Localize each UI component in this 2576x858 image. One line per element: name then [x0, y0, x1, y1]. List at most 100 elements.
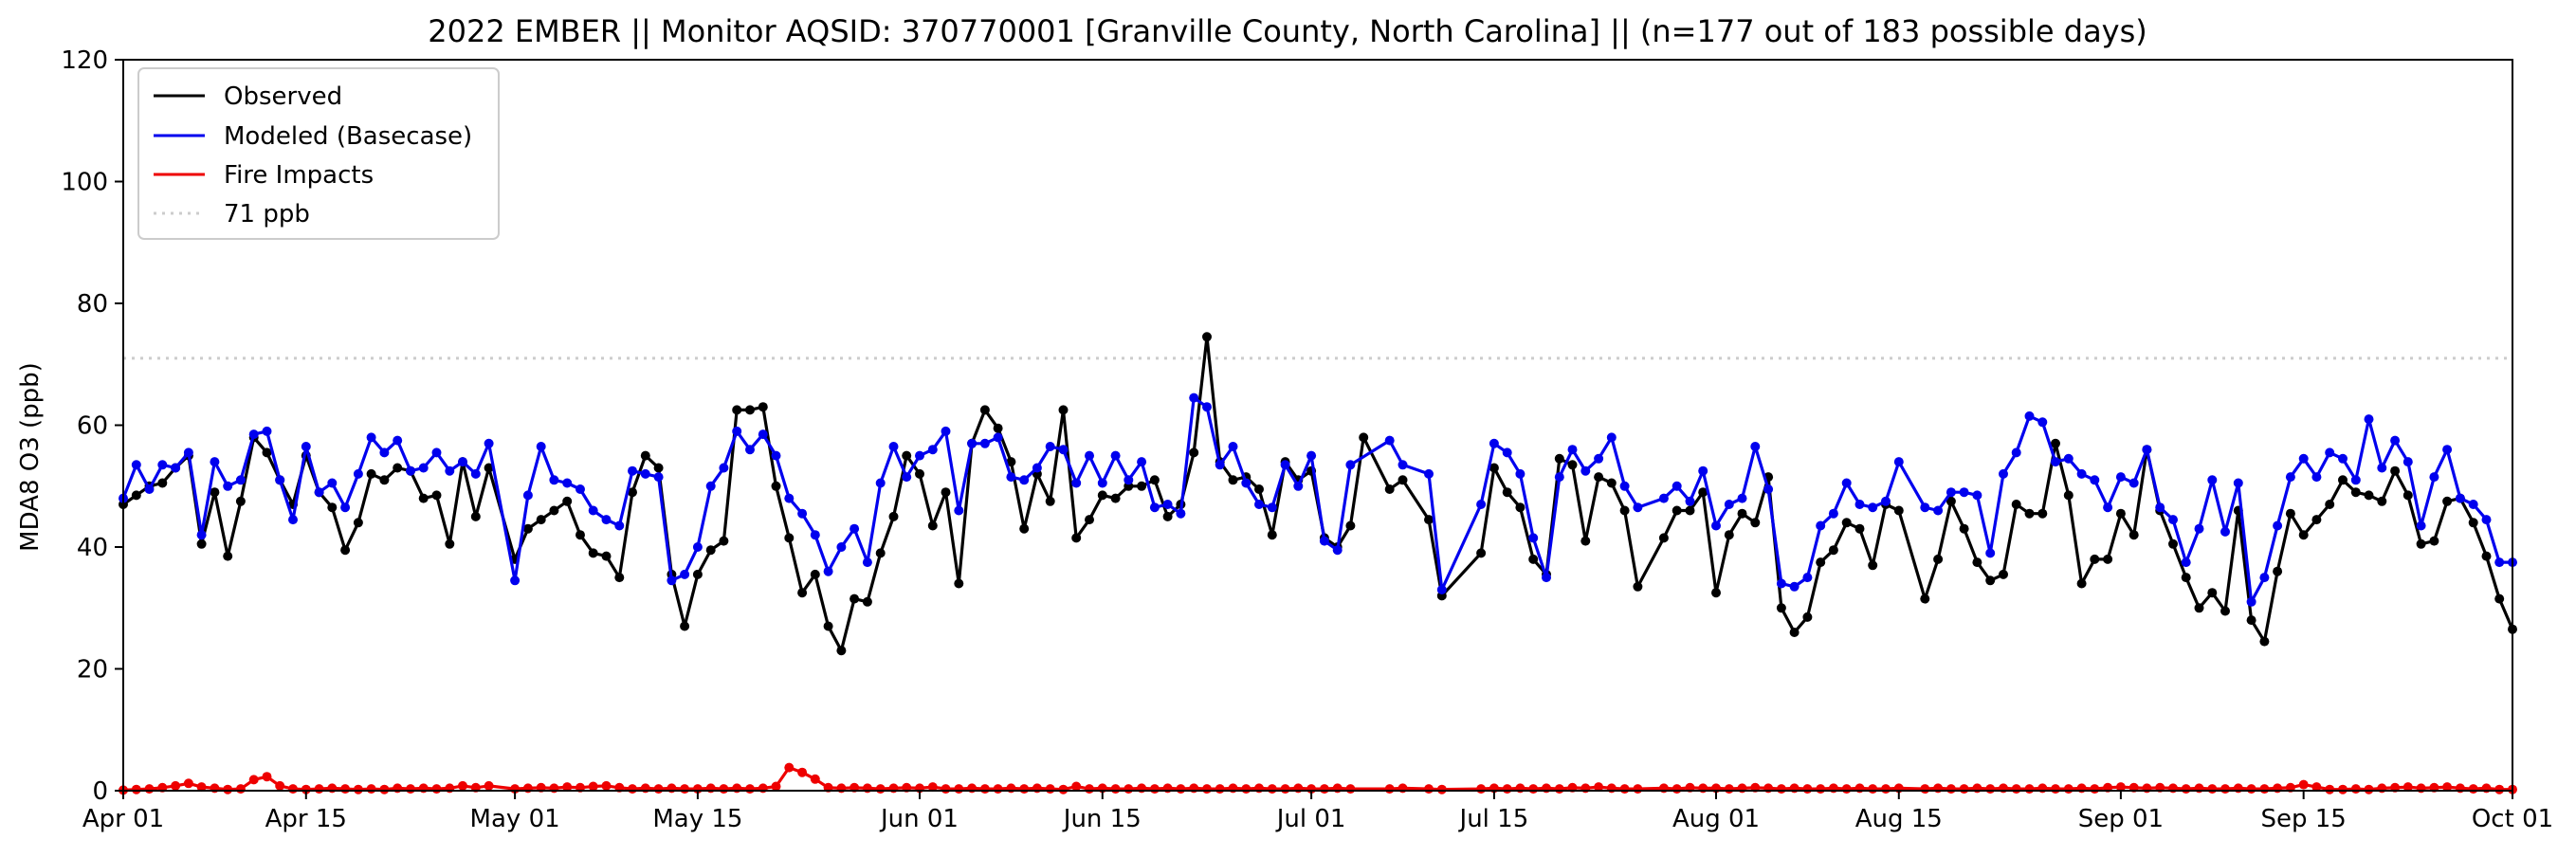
data-point-observed: [1789, 628, 1800, 637]
data-point-observed: [393, 463, 403, 473]
data-point-fire-impacts: [1672, 784, 1682, 794]
data-point-modeled-basecase: [1658, 493, 1669, 503]
data-point-modeled-basecase: [692, 542, 703, 552]
data-point-fire-impacts: [2311, 782, 2322, 793]
data-point-observed: [588, 548, 598, 558]
data-point-observed: [196, 539, 207, 549]
data-point-observed: [1554, 453, 1564, 464]
data-point-observed: [1162, 511, 1173, 521]
data-point-fire-impacts: [1085, 784, 1094, 794]
data-point-modeled-basecase: [2455, 493, 2465, 503]
data-point-modeled-basecase: [1476, 500, 1487, 509]
data-point-modeled-basecase: [379, 447, 390, 458]
data-point-fire-impacts: [2051, 784, 2060, 794]
data-point-fire-impacts: [680, 784, 690, 794]
data-point-modeled-basecase: [2220, 526, 2230, 537]
data-point-modeled-basecase: [2194, 523, 2204, 534]
data-point-observed: [2051, 438, 2060, 448]
data-point-observed: [2364, 490, 2374, 501]
data-point-modeled-basecase: [705, 481, 716, 491]
data-point-modeled-basecase: [1032, 463, 1042, 473]
data-point-fire-impacts: [653, 784, 664, 794]
data-point-modeled-basecase: [1685, 496, 1695, 506]
data-point-fire-impacts: [2090, 784, 2100, 794]
data-point-observed: [549, 505, 559, 516]
data-point-observed: [1633, 581, 1643, 592]
data-point-modeled-basecase: [979, 438, 990, 448]
data-point-observed: [1724, 530, 1734, 540]
data-point-modeled-basecase: [1502, 447, 1512, 458]
data-point-observed: [1528, 554, 1539, 564]
data-point-observed: [1816, 557, 1826, 568]
x-tick-label: Aug 01: [1672, 805, 1760, 833]
data-point-modeled-basecase: [732, 426, 742, 436]
data-point-fire-impacts: [2468, 784, 2478, 794]
data-point-observed: [2429, 536, 2439, 546]
data-point-modeled-basecase: [1489, 438, 1499, 448]
data-point-observed: [562, 496, 573, 506]
data-point-modeled-basecase: [1215, 460, 1225, 470]
data-point-modeled-basecase: [797, 508, 808, 519]
data-point-modeled-basecase: [1594, 453, 1604, 464]
data-point-observed: [2377, 496, 2387, 506]
data-point-fire-impacts: [484, 780, 494, 791]
data-point-observed: [862, 596, 872, 607]
data-point-modeled-basecase: [2338, 453, 2348, 464]
data-point-modeled-basecase: [1085, 450, 1094, 461]
data-point-observed: [2076, 578, 2087, 589]
data-point-observed: [745, 405, 755, 415]
data-point-fire-impacts: [1959, 784, 1969, 794]
data-point-modeled-basecase: [1398, 460, 1408, 470]
x-tick-label: May 01: [470, 805, 560, 833]
data-point-modeled-basecase: [418, 463, 429, 473]
data-point-modeled-basecase: [235, 475, 246, 485]
data-point-modeled-basecase: [1293, 481, 1304, 491]
legend-label-observed: Observed: [224, 82, 342, 111]
data-point-modeled-basecase: [2168, 515, 2178, 525]
data-point-modeled-basecase: [210, 457, 220, 467]
data-point-fire-impacts: [941, 784, 951, 794]
data-point-modeled-basecase: [1110, 450, 1121, 461]
data-point-modeled-basecase: [850, 523, 860, 534]
data-point-modeled-basecase: [1384, 435, 1395, 446]
data-point-modeled-basecase: [1345, 460, 1356, 470]
data-point-observed: [1828, 545, 1838, 556]
data-point-observed: [1972, 557, 1982, 568]
data-point-fire-impacts: [745, 784, 755, 794]
data-point-observed: [941, 487, 951, 498]
data-point-observed: [888, 511, 899, 521]
data-point-observed: [823, 621, 833, 631]
data-point-observed: [2402, 490, 2413, 501]
data-point-observed: [327, 502, 338, 513]
data-point-observed: [614, 573, 625, 583]
x-tick-label: Aug 15: [1855, 805, 1943, 833]
data-point-modeled-basecase: [393, 435, 403, 446]
data-point-modeled-basecase: [1436, 585, 1447, 594]
data-point-fire-impacts: [1319, 784, 1329, 794]
data-point-observed: [692, 569, 703, 579]
data-point-modeled-basecase: [327, 478, 338, 488]
data-point-observed: [902, 450, 912, 461]
data-point-modeled-basecase: [171, 463, 181, 473]
data-point-fire-impacts: [810, 774, 820, 784]
data-point-fire-impacts: [431, 784, 442, 794]
data-point-modeled-basecase: [2024, 411, 2035, 421]
data-point-modeled-basecase: [2350, 475, 2361, 485]
data-point-fire-impacts: [2350, 784, 2361, 794]
data-point-modeled-basecase: [536, 442, 546, 451]
data-point-modeled-basecase: [2285, 472, 2295, 483]
data-point-fire-impacts: [235, 784, 246, 794]
data-point-observed: [1580, 536, 1591, 546]
data-point-observed: [784, 533, 795, 543]
data-point-fire-impacts: [1124, 784, 1134, 794]
data-point-fire-impacts: [2259, 784, 2270, 794]
x-tick-label: Jun 15: [1062, 805, 1142, 833]
data-point-modeled-basecase: [196, 530, 207, 540]
data-point-modeled-basecase: [836, 542, 847, 552]
data-point-observed: [797, 588, 808, 598]
data-point-observed: [653, 463, 664, 473]
data-point-fire-impacts: [562, 782, 573, 793]
data-point-observed: [601, 551, 612, 561]
data-point-fire-impacts: [144, 784, 155, 794]
data-point-modeled-basecase: [614, 520, 625, 531]
